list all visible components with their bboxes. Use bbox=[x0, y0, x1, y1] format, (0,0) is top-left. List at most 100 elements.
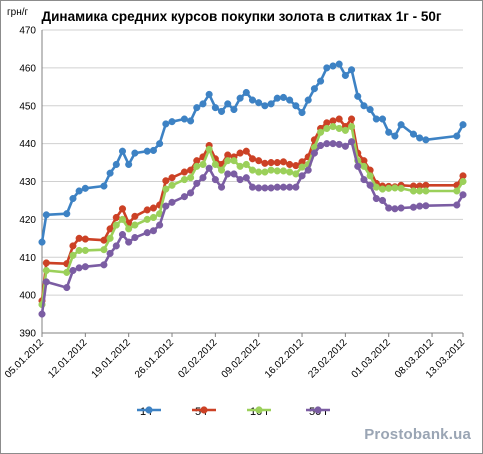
series-4-point bbox=[81, 263, 89, 271]
legend-item-4: 50 г bbox=[305, 404, 330, 420]
series-3-point bbox=[416, 187, 424, 195]
y-tick-label-400: 400 bbox=[19, 291, 36, 302]
series-1-point bbox=[366, 105, 374, 114]
series-4-point bbox=[453, 201, 461, 209]
series-2-point bbox=[348, 115, 356, 123]
series-2-point bbox=[118, 205, 127, 213]
series-2-point bbox=[81, 235, 89, 243]
series-3-point bbox=[236, 162, 244, 170]
series-1-point bbox=[422, 136, 430, 144]
x-tick-label-01.03.2012: 01.03.2012 bbox=[350, 337, 393, 380]
series-4-point bbox=[224, 170, 232, 178]
x-tick-label-05.01.2012: 05.01.2012 bbox=[3, 337, 46, 380]
series-3-point bbox=[143, 215, 151, 223]
series-1-point bbox=[304, 96, 312, 104]
series-line-1 bbox=[40, 62, 465, 243]
series-4-point bbox=[366, 181, 374, 189]
series-4-point bbox=[63, 284, 71, 292]
y-tick-label-390: 390 bbox=[19, 329, 36, 340]
series-3-point bbox=[329, 123, 337, 131]
series-3-point bbox=[422, 187, 430, 195]
series-1-point bbox=[391, 132, 399, 140]
y-tick-label-440: 440 bbox=[19, 139, 36, 150]
series-3-point bbox=[75, 246, 83, 254]
series-3-point bbox=[341, 126, 349, 134]
series-1-point bbox=[38, 238, 46, 246]
series-4-point bbox=[100, 261, 108, 269]
series-4-point bbox=[149, 227, 157, 235]
legend: 1 г 5 г 10 г 50 г bbox=[0, 404, 483, 420]
series-3-point bbox=[242, 160, 250, 169]
series-1-point bbox=[329, 62, 337, 70]
series-3-point bbox=[100, 246, 108, 254]
watermark: Prostobank.ua bbox=[364, 426, 471, 443]
series-1-point bbox=[298, 109, 306, 117]
legend-swatch-marker bbox=[145, 406, 153, 414]
series-4-point bbox=[187, 189, 195, 197]
series-4-point bbox=[69, 266, 77, 275]
series-4-point bbox=[118, 230, 127, 239]
series-2-point bbox=[292, 162, 300, 170]
series-1-point bbox=[156, 140, 164, 148]
series-3-point bbox=[42, 266, 50, 275]
series-1-point bbox=[162, 120, 170, 128]
x-tick-label-19.01.2012: 19.01.2012 bbox=[90, 337, 133, 380]
series-4-point bbox=[304, 166, 312, 174]
series-2-point bbox=[267, 159, 275, 167]
series-1-point bbox=[273, 94, 281, 102]
series-4-point bbox=[205, 164, 213, 172]
series-1-point bbox=[63, 210, 71, 218]
series-1-point bbox=[286, 96, 294, 104]
series-3-point bbox=[279, 167, 288, 175]
x-tick-label-26.01.2012: 26.01.2012 bbox=[133, 337, 176, 380]
series-3-point bbox=[317, 128, 325, 136]
series-1-point bbox=[310, 85, 318, 93]
series-3-point bbox=[323, 124, 331, 133]
series-3-point bbox=[348, 123, 356, 131]
series-4-point bbox=[298, 172, 306, 180]
series-2-point bbox=[112, 213, 120, 222]
y-tick-label-430: 430 bbox=[19, 177, 36, 188]
series-4-point bbox=[397, 204, 405, 212]
x-tick-label-23.02.2012: 23.02.2012 bbox=[306, 337, 349, 380]
series-1-point bbox=[341, 71, 349, 79]
series-4-point bbox=[329, 140, 337, 148]
series-3-point bbox=[205, 145, 213, 153]
series-4-point bbox=[273, 183, 281, 191]
series-3-point bbox=[125, 225, 133, 233]
series-2-point bbox=[143, 206, 151, 214]
series-4-point bbox=[211, 176, 219, 184]
series-1-point bbox=[317, 77, 325, 85]
legend-swatch bbox=[137, 406, 161, 414]
series-3-point bbox=[187, 174, 195, 182]
series-3-point bbox=[409, 187, 418, 195]
series-3-point bbox=[248, 166, 257, 174]
legend-swatch-marker bbox=[255, 406, 263, 414]
series-1-point bbox=[143, 147, 151, 155]
series-1-point bbox=[224, 100, 232, 108]
series-4-point bbox=[459, 191, 467, 199]
series-2-point bbox=[286, 160, 294, 169]
series-2-point bbox=[100, 236, 108, 244]
series-2-point bbox=[248, 155, 257, 163]
series-4-point bbox=[255, 184, 263, 192]
x-tick-label-02.02.2012: 02.02.2012 bbox=[176, 337, 219, 380]
chart-title: Динамика средних курсов покупки золота в… bbox=[41, 9, 442, 24]
series-4-point bbox=[279, 183, 288, 191]
series-1-point bbox=[385, 128, 393, 136]
legend-swatch-marker bbox=[314, 406, 322, 414]
series-4-point bbox=[75, 264, 83, 272]
series-4-point bbox=[310, 149, 318, 157]
series-1-point bbox=[453, 132, 461, 140]
series-1-point bbox=[248, 96, 257, 104]
series-4-point bbox=[180, 193, 188, 201]
series-3-point bbox=[397, 184, 405, 192]
series-4-point bbox=[292, 183, 300, 191]
series-1-point bbox=[267, 100, 275, 108]
series-2-point bbox=[162, 177, 170, 185]
series-3-point bbox=[168, 181, 176, 189]
series-3-point bbox=[118, 215, 127, 223]
y-tick-label-460: 460 bbox=[19, 63, 36, 74]
